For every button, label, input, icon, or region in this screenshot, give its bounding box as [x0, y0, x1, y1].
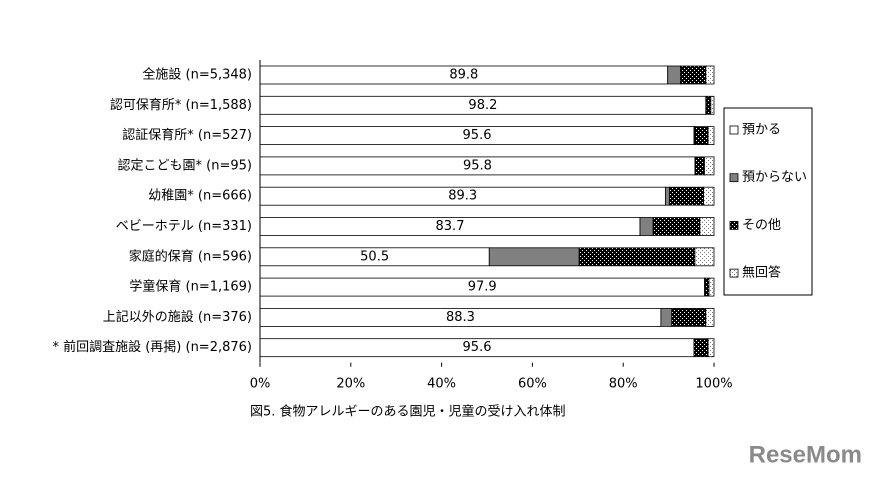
bar-segment	[694, 126, 709, 145]
bar-segment	[665, 186, 670, 206]
y-tick-label: ベビーホテル (n=331)	[116, 219, 252, 234]
bar-segment	[660, 307, 673, 327]
y-tick-label: 家庭的保育 (n=596)	[129, 248, 252, 264]
y-tick-label: 幼稚園* (n=666)	[148, 189, 252, 204]
bar-segment	[671, 307, 707, 327]
y-tick-label: 全施設 (n=5,348)	[142, 67, 252, 83]
bar-segment	[699, 217, 715, 236]
legend-swatch	[729, 220, 739, 230]
bar-segment	[707, 338, 715, 358]
x-tick-label: 80%	[609, 377, 638, 392]
legend-swatch	[729, 173, 739, 183]
bar-segment	[705, 65, 715, 85]
bar-segment	[703, 186, 715, 206]
value-label: 83.7	[436, 219, 465, 234]
bar-segment	[694, 247, 715, 267]
value-label: 95.8	[463, 158, 492, 173]
chart-title: 図5. 食物アレルギーのある園児・児童の受け入れ体制	[250, 404, 566, 420]
x-tick-label: 100%	[695, 377, 732, 392]
value-label: 50.5	[360, 249, 389, 264]
value-label: 89.8	[449, 68, 478, 83]
y-tick-label: 上記以外の施設 (n=376)	[103, 309, 252, 325]
y-tick-label: 認定こども園* (n=95)	[118, 157, 252, 173]
bar-segment	[705, 307, 715, 327]
legend-swatch	[729, 125, 739, 135]
x-tick-label: 20%	[336, 377, 365, 392]
y-tick-label: * 前回調査施設 (再掲) (n=2,876)	[52, 339, 252, 355]
bar-segment	[704, 277, 710, 297]
x-tick-label: 0%	[250, 377, 271, 392]
y-tick-label: 認証保育所* (n=527)	[122, 127, 252, 143]
bar-segment	[669, 186, 704, 206]
value-label: 88.3	[446, 310, 475, 325]
bar-segment	[710, 95, 715, 115]
bar-segment	[707, 126, 715, 145]
bar-segment	[680, 65, 707, 85]
bar-segment	[488, 247, 580, 267]
x-tick-label: 60%	[518, 377, 547, 392]
value-label: 89.3	[448, 189, 477, 204]
bar-segment	[694, 156, 705, 176]
legend-label: 預からない	[742, 170, 807, 185]
y-tick-label: 認可保育所* (n=1,588)	[110, 97, 252, 113]
bar-segment	[693, 338, 709, 358]
value-label: 97.9	[468, 280, 497, 295]
legend-box	[723, 107, 813, 296]
value-label: 98.2	[468, 98, 497, 113]
bar-segment	[652, 217, 701, 236]
bar-segment	[704, 156, 715, 176]
legend-label: 無回答	[742, 265, 781, 281]
watermark: ReseMom	[749, 441, 862, 468]
bar-segment	[578, 247, 696, 267]
legend-swatch	[729, 268, 739, 278]
bar-segment	[705, 95, 712, 115]
bar-segment	[667, 65, 681, 85]
y-tick-label: 学童保育 (n=1,169)	[129, 279, 252, 295]
value-label: 95.6	[463, 340, 492, 355]
legend-label: その他	[742, 218, 781, 233]
value-label: 95.6	[463, 128, 492, 143]
bar-segment	[708, 277, 715, 297]
x-tick-label: 40%	[427, 377, 456, 392]
legend-label: 預かる	[742, 123, 781, 138]
bar-segment	[639, 217, 654, 236]
